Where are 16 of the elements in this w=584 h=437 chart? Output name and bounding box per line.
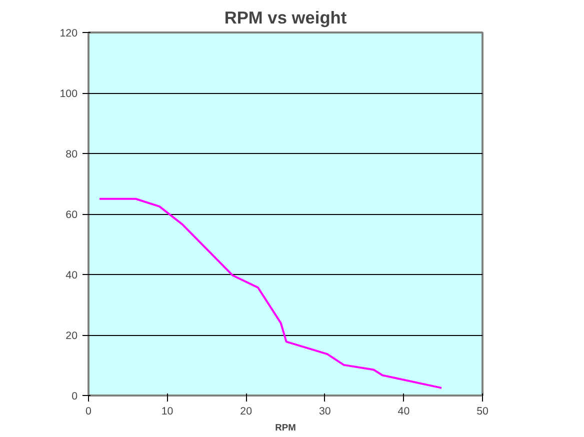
x-tick-label: 40 <box>398 406 410 418</box>
y-tick-label: 60 <box>66 209 78 221</box>
y-tick-label: 80 <box>66 148 78 160</box>
y-tick-label: 40 <box>66 270 78 282</box>
x-tick-label: 30 <box>318 406 331 418</box>
x-tick-label: 10 <box>161 406 174 418</box>
y-tick-label: 100 <box>60 88 78 100</box>
x-axis-title: RPM <box>275 422 296 432</box>
y-tick-label: 120 <box>60 28 78 40</box>
line-series <box>98 198 443 389</box>
y-tick-label: 0 <box>72 390 78 402</box>
x-tick-label: 50 <box>476 406 488 418</box>
chart-title: RPM vs weight <box>224 8 347 28</box>
x-tick-label: 20 <box>240 406 252 418</box>
x-tick-label: 0 <box>86 406 92 418</box>
y-tick-label: 20 <box>66 330 78 342</box>
